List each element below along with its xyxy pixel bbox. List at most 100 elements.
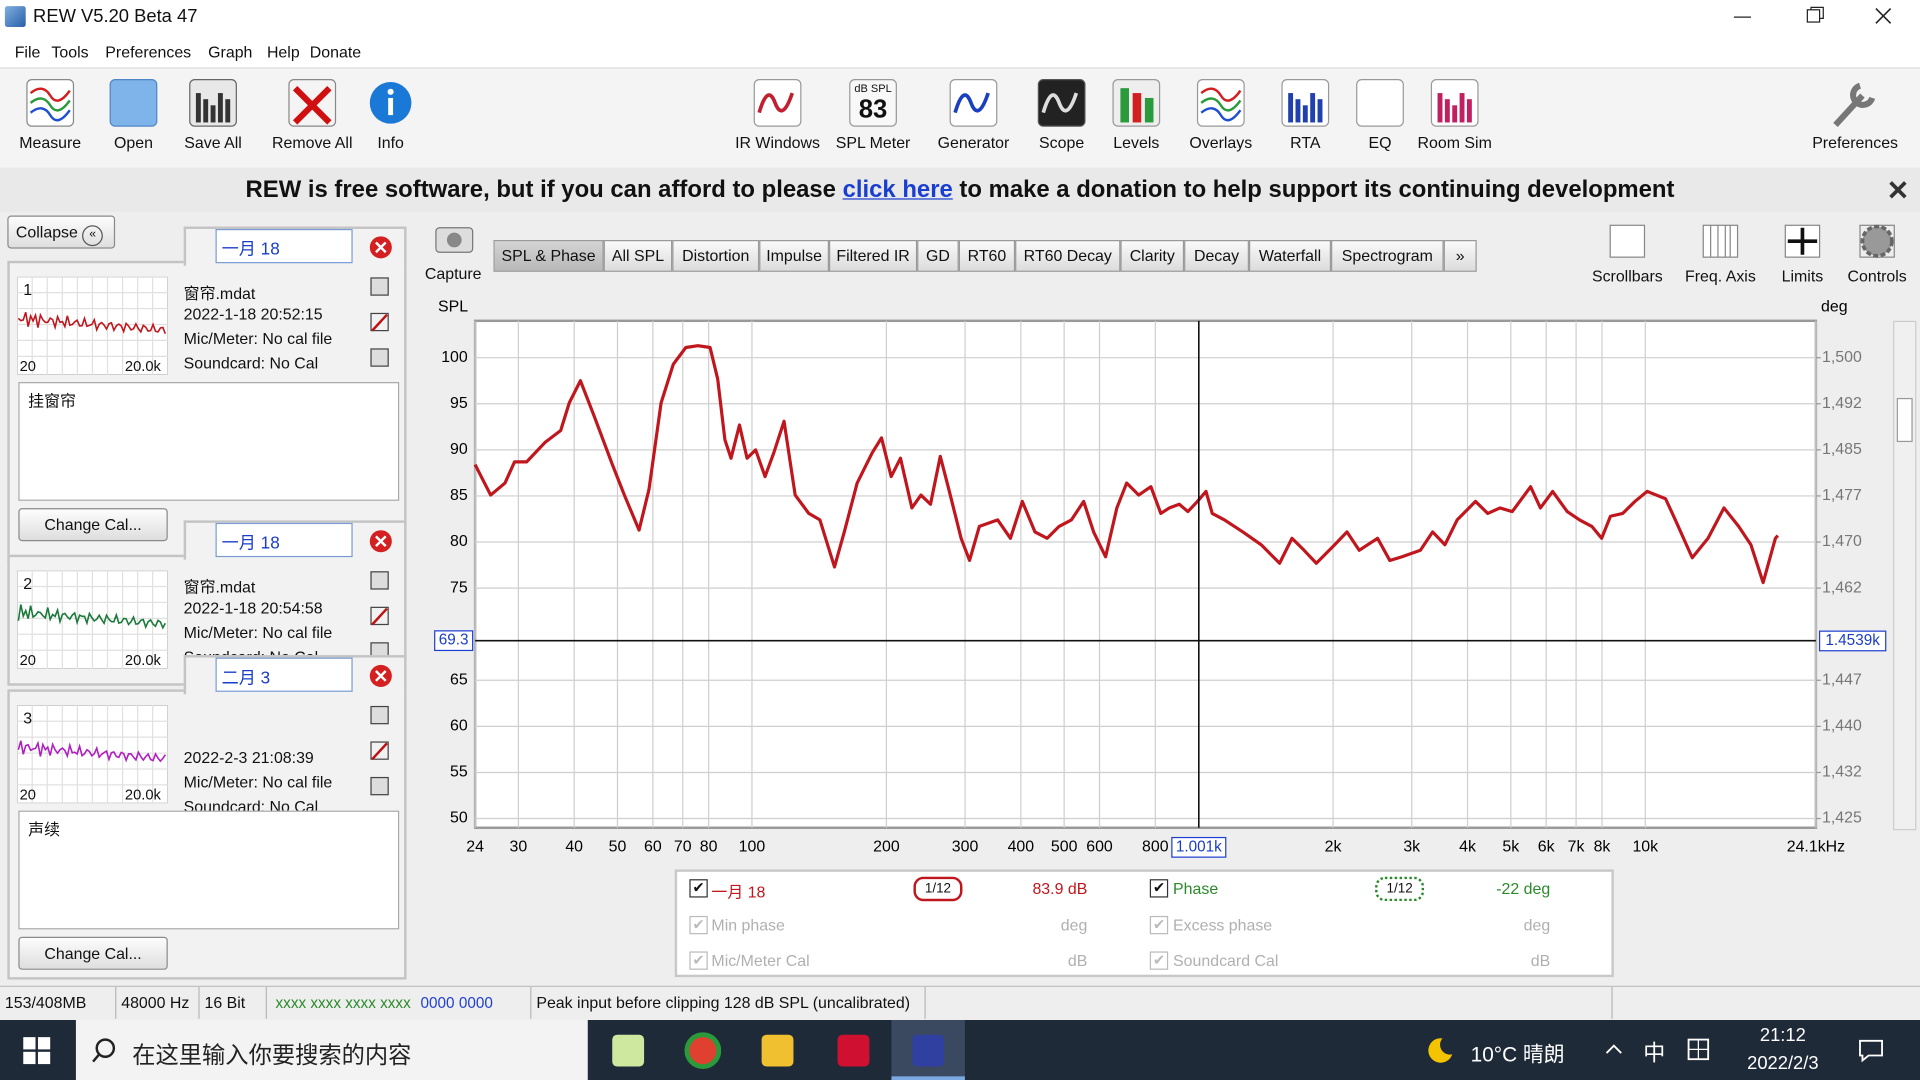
measurement-name[interactable]: 一月 18 [215,228,353,264]
remove-x [375,535,387,547]
checkbox[interactable]: ✔ [689,915,708,935]
toolbar-button[interactable]: Measure [19,133,82,152]
collapse-button[interactable]: Collapse « [7,215,116,249]
graph-tool[interactable]: Freq. Axis [1685,266,1756,286]
close-banner[interactable] [1887,179,1909,201]
toolbar-button[interactable]: Preferences [1812,133,1899,152]
icon-glyph [1120,88,1129,123]
toolbar-button[interactable]: Open [113,133,153,152]
graph-tool[interactable]: Controls [1847,266,1907,286]
level-blue: 0000 0000 [420,994,493,1012]
graph-tab[interactable]: Impulse [759,240,829,272]
measurement-index: 2 [23,574,33,593]
window-controls[interactable] [1727,5,1911,32]
graph-tab[interactable]: SPL & Phase [493,240,604,272]
legend-row-label: Excess phase [1173,915,1273,935]
thumbnail [17,276,168,375]
notes-box[interactable]: 挂窗帘 [18,382,400,501]
menu-item[interactable]: Help [266,42,300,62]
toolbar-button[interactable]: Overlays [1189,133,1253,152]
thumb-x-label: 20.0k [124,357,161,375]
icon-body [849,78,897,127]
icon-body [26,78,75,127]
banner-text: REW is free software, but if you can aff… [245,176,836,204]
toolbar-button[interactable]: SPL Meter [835,133,911,152]
toolbar-button[interactable]: Room Sim [1417,133,1492,152]
thumbnail [17,570,168,669]
checkbox[interactable]: ✔ [1149,915,1169,935]
icon-glyph [225,99,231,123]
smoothing-icon[interactable]: 1/12 [913,876,963,902]
graph-tab[interactable]: Clarity [1120,240,1185,272]
graph-tab[interactable]: Distortion [672,240,760,272]
capture-label[interactable]: Capture [424,264,482,283]
icon-body [109,78,158,127]
graph-tab[interactable]: GD [917,240,959,272]
graph-tab[interactable]: Waterfall [1248,240,1332,272]
measurement-info: 窗帘.mdat [183,284,256,303]
smoothing-icon[interactable]: 1/12 [1375,876,1425,902]
toolbar-button[interactable]: Scope [1039,133,1085,152]
clock-date: 2022/2/3 [1747,1053,1819,1074]
restore[interactable] [1806,9,1821,23]
change-cal-button[interactable]: Change Cal... [18,936,168,970]
graph-tab[interactable]: Decay [1184,240,1249,272]
thumb-x-label: 20.0k [124,786,161,804]
thumb-x-label: 20 [19,786,36,804]
menu-item[interactable]: Donate [309,42,362,62]
toolbar-button[interactable]: Info [377,133,404,152]
toolbar-button[interactable]: RTA [1290,133,1321,152]
lens [95,1038,116,1058]
checkbox[interactable]: ✔ [689,951,708,970]
toolbar-button[interactable]: Levels [1113,133,1160,152]
weather-icon [1428,1038,1453,1063]
scroll-thumb[interactable] [1896,397,1913,443]
graph-tab[interactable]: » [1443,240,1477,272]
toolbar-button[interactable]: Remove All [271,133,353,152]
panel-icon-body [370,348,389,367]
moon [1428,1038,1453,1063]
menu-item[interactable]: Graph [208,42,253,62]
handle [92,1053,101,1063]
donation-banner: REW is free software, but if you can aff… [0,167,1920,212]
measurement-name[interactable]: 二月 3 [215,657,353,692]
panel-icon-body [370,571,389,590]
icon-body [189,78,237,127]
graph-tab[interactable]: Filtered IR [828,240,918,272]
app-icon [912,1034,945,1067]
toolbar-button[interactable]: Save All [184,133,242,152]
toolbar-icon [1196,78,1245,127]
checkbox[interactable]: ✔ [689,879,708,898]
icon-glyph [29,107,71,122]
toolbar-button[interactable]: EQ [1368,133,1392,152]
checkbox[interactable]: ✔ [1149,879,1169,898]
graph-tab[interactable]: RT60 [958,240,1016,272]
icon-glyph [1132,93,1142,123]
measurement-index: 1 [23,280,33,299]
icon-glyph [1302,105,1308,123]
icon-glyph [1144,97,1154,123]
icon-body [1196,78,1245,127]
ime-indicator[interactable]: 中 [1643,1040,1666,1066]
close[interactable] [1875,8,1892,24]
change-cal-button[interactable]: Change Cal... [18,508,168,542]
menu-item[interactable]: File [14,42,41,62]
graph-tool[interactable]: Limits [1781,266,1824,286]
toolbar-button[interactable]: IR Windows [735,133,821,152]
graph-tool[interactable]: Scrollbars [1591,266,1663,286]
graph-tab[interactable]: Spectrogram [1331,240,1444,272]
menu-item[interactable]: Preferences [105,42,192,62]
measurement-name[interactable]: 一月 18 [215,522,353,558]
toolbar-button[interactable]: Generator [937,133,1010,152]
scrollbar[interactable] [1893,320,1917,831]
search-box[interactable] [75,1020,588,1080]
icon-glyph [1317,99,1323,123]
graph-tab[interactable]: RT60 Decay [1015,240,1121,272]
menu-item[interactable]: Tools [51,42,89,62]
window-title: REW V5.20 Beta 47 [33,6,198,27]
graph-tab[interactable]: All SPL [603,240,673,272]
donate-link[interactable]: click here [842,176,953,204]
checkbox[interactable]: ✔ [1149,951,1169,970]
notes-box[interactable]: 声续 [18,810,400,930]
win-logo [37,1051,51,1065]
